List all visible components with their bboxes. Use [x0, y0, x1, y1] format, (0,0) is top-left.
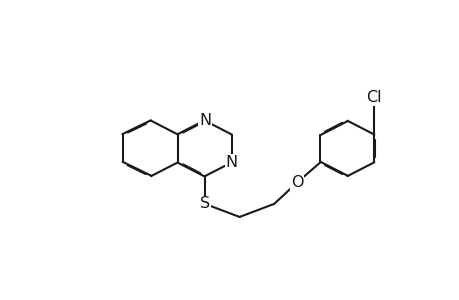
Text: N: N: [198, 113, 211, 128]
Text: O: O: [291, 175, 303, 190]
Text: Cl: Cl: [366, 90, 381, 105]
Text: S: S: [200, 196, 210, 211]
Text: N: N: [225, 155, 237, 170]
